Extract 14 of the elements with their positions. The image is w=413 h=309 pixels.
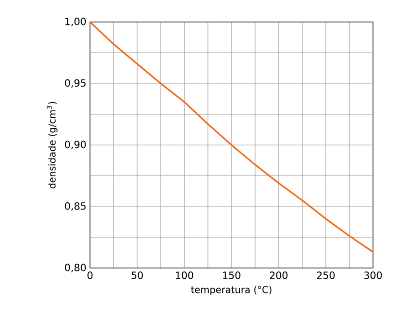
x-tick-label: 50 (132, 272, 143, 280)
x-tick-label: 100 (176, 272, 194, 280)
x-axis-title: temperatura (°C) (191, 286, 272, 296)
y-axis-title: densidade (g/cm$^{3}$) (46, 102, 58, 188)
y-tick-label: 0,90 (64, 140, 86, 150)
x-tick-label: 300 (364, 272, 382, 280)
x-tick-label: 200 (270, 272, 288, 280)
y-tick-label: 1,00 (65, 18, 86, 26)
x-tick-label: 150 (223, 272, 240, 280)
y-tick-label: 0,85 (64, 202, 86, 211)
y-tick-label: 0,95 (64, 79, 86, 88)
x-tick-label: 0 (87, 272, 93, 280)
y-tick-label: 0,80 (64, 264, 86, 272)
x-tick-label: 250 (317, 272, 335, 280)
